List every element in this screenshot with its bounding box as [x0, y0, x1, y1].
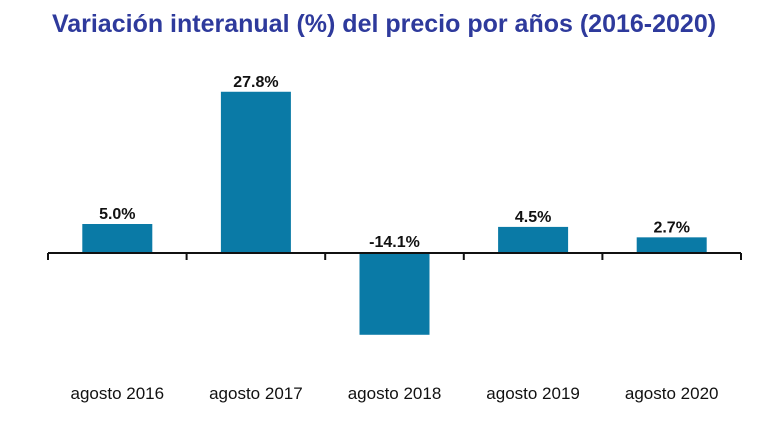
bar-agosto-2020 — [636, 237, 707, 253]
value-label: -14.1% — [369, 234, 420, 251]
value-label: 4.5% — [515, 209, 551, 226]
bar-agosto-2018 — [359, 253, 430, 335]
category-label: agosto 2016 — [71, 384, 165, 403]
category-labels-group: agosto 2016 agosto 2017 agosto 2018 agosto … — [71, 384, 719, 403]
category-label: agosto 2020 — [625, 384, 719, 403]
value-label: 5.0% — [99, 206, 135, 223]
value-labels-group: 5.0% 27.8% -14.1% 4.5% 2.7% — [99, 74, 690, 251]
chart-title: Variación interanual (%) del precio por … — [51, 10, 717, 38]
bar-agosto-2019 — [498, 226, 569, 253]
category-label: agosto 2017 — [209, 384, 303, 403]
category-label: agosto 2019 — [486, 384, 580, 403]
bar-agosto-2017 — [220, 91, 291, 253]
category-label: agosto 2018 — [348, 384, 442, 403]
bar-agosto-2016 — [82, 224, 153, 253]
value-label: 27.8% — [233, 74, 278, 91]
x-axis — [47, 252, 742, 260]
bars-group — [82, 91, 707, 335]
value-label: 2.7% — [653, 219, 689, 236]
